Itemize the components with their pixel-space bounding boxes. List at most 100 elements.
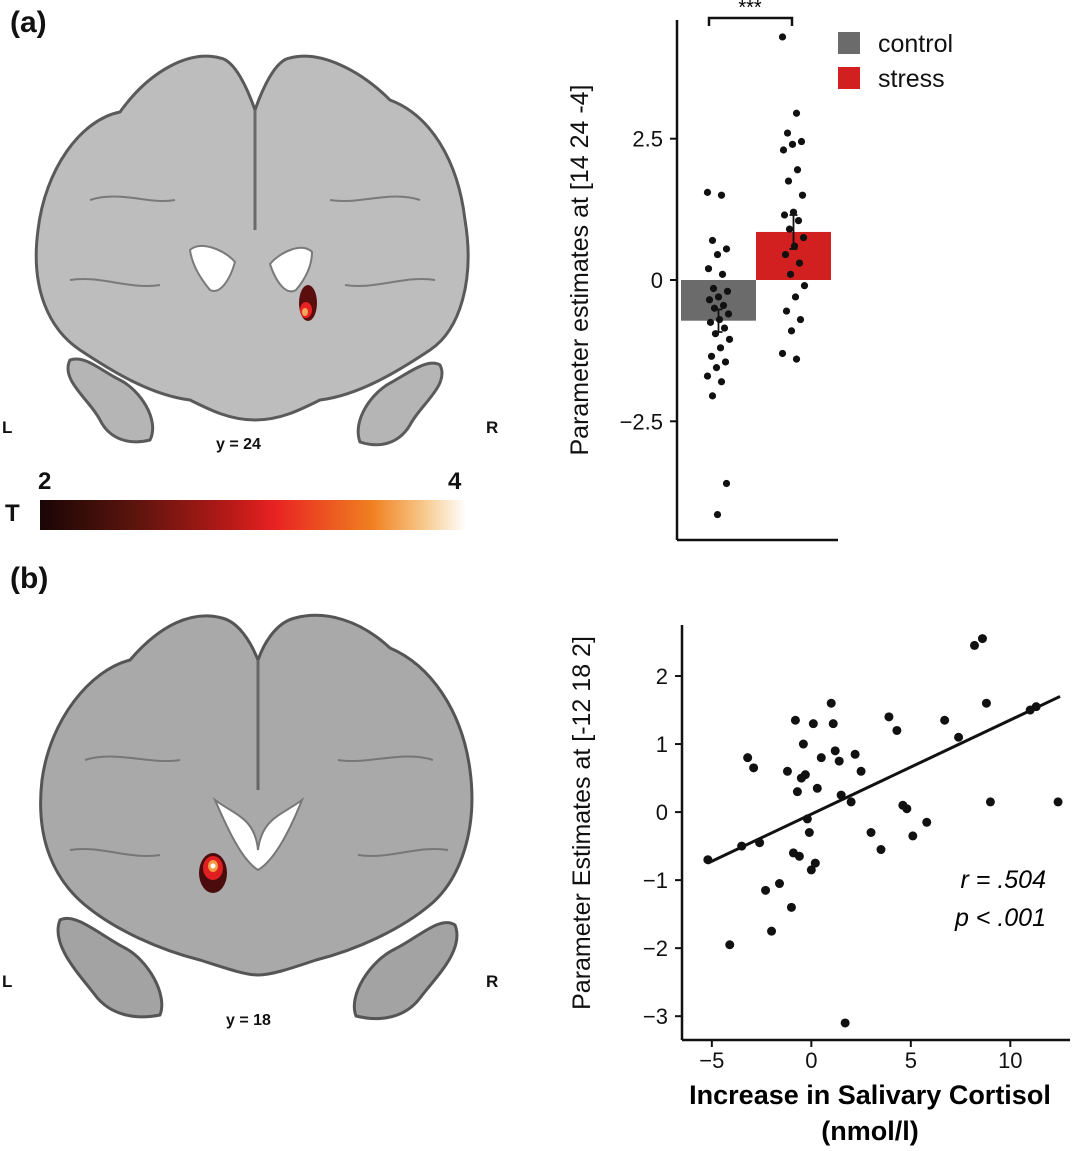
right-marker-a: R (486, 418, 499, 437)
scatter-point (884, 712, 894, 722)
activation-blob-a (299, 285, 317, 321)
scatter-point (908, 831, 918, 841)
scatter-ytick-label: −3 (643, 1004, 668, 1029)
legend-swatch-stress (838, 67, 860, 89)
scatter-xtick-label: 5 (905, 1048, 917, 1073)
scatter-point (856, 766, 866, 776)
scatter-point (782, 766, 792, 776)
scatter-ytick-label: −2 (643, 936, 668, 961)
legend-label-control: control (878, 30, 953, 58)
data-point-control (704, 265, 713, 273)
significance-bracket (707, 16, 794, 26)
scatter-point (940, 715, 950, 725)
data-point-control (705, 296, 714, 304)
data-point-control (720, 324, 729, 332)
data-point-control (721, 358, 730, 366)
correlation-p: p < .001 (954, 904, 1046, 932)
data-point-stress (794, 217, 803, 225)
data-point-control (719, 301, 728, 310)
scatter-point (761, 885, 771, 895)
scatter-ytick-label: 1 (656, 732, 668, 757)
scatter-point (786, 902, 796, 912)
scatter-point (800, 770, 810, 780)
correlation-r: r = .504 (961, 866, 1046, 894)
scatter-point (790, 715, 800, 725)
data-point-control (711, 330, 720, 338)
scatter-point (834, 756, 844, 766)
data-point-control (703, 372, 712, 380)
colorbar-title: T (5, 500, 20, 527)
data-point-stress (792, 355, 801, 363)
scatter-point (876, 845, 886, 855)
data-point-control (717, 378, 726, 386)
left-marker-a: L (2, 418, 13, 437)
bar-chart-ytick-label: −2.5 (620, 409, 663, 434)
slice-label-b: y = 18 (226, 1012, 271, 1029)
scatter-point (810, 858, 820, 868)
data-point-stress (778, 33, 787, 41)
scatter-point (846, 797, 856, 807)
bar-chart-ytick-label: 0 (651, 268, 663, 293)
data-point-stress (787, 327, 796, 335)
scatter-point (792, 787, 802, 797)
data-point-stress (779, 146, 788, 154)
data-point-stress (793, 166, 802, 174)
data-point-control (723, 287, 732, 295)
data-point-control (706, 318, 715, 326)
scatter-point (804, 828, 814, 837)
scatter-point (828, 719, 838, 729)
scatter-point (892, 725, 902, 735)
scatter-point (816, 753, 826, 763)
legend-label-stress: stress (878, 65, 945, 93)
data-point-control (722, 479, 731, 488)
scatter-ylabel: Parameter Estimates at [-12 18 2] (568, 636, 596, 1010)
data-point-stress (781, 250, 790, 259)
colorbar (40, 500, 466, 530)
scatter-xlabel-line1: Increase in Salivary Cortisol (689, 1080, 1051, 1110)
scatter-point (749, 763, 759, 773)
scatter-point (1053, 797, 1063, 807)
scatter-point (798, 739, 808, 749)
right-marker-b: R (486, 972, 499, 991)
colorbar-min-label: 2 (38, 468, 52, 495)
bar-chart-ytick-label: 2.5 (632, 127, 663, 152)
scatter-point (922, 817, 932, 827)
scatter-point (767, 926, 777, 936)
scatter-point (794, 851, 804, 861)
scatter-point (866, 828, 876, 837)
data-point-stress (799, 234, 808, 242)
brain-a-outline (34, 54, 470, 447)
data-point-stress (780, 211, 789, 219)
scatter-point (743, 753, 753, 763)
data-point-stress (792, 109, 801, 117)
data-point-control (713, 510, 722, 519)
data-point-stress (783, 129, 792, 137)
scatter-xtick-label: 0 (805, 1048, 817, 1073)
scatter-point (806, 865, 816, 875)
scatter-xtick-label: −5 (699, 1048, 724, 1073)
data-point-stress (800, 282, 809, 290)
scatter-ytick-label: 0 (656, 800, 668, 825)
data-point-control (714, 293, 723, 301)
data-point-stress (782, 307, 791, 315)
scatter-point (812, 783, 822, 793)
scatter-point (826, 698, 836, 708)
scatter-point (902, 804, 912, 814)
scatter-point (981, 698, 991, 708)
scatter-xtick-label: 10 (998, 1048, 1022, 1073)
scatter-point (969, 640, 979, 650)
data-point-stress (786, 270, 795, 278)
slice-label-a: y = 24 (216, 436, 261, 453)
data-point-control (725, 335, 734, 343)
data-point-control (703, 188, 712, 196)
bar-chart-ylabel: Parameter estimates at [14 24 -4] (566, 84, 594, 455)
data-point-control (707, 352, 716, 360)
data-point-stress (796, 315, 805, 324)
data-point-control (717, 191, 726, 199)
data-point-control (708, 392, 717, 400)
data-point-stress (784, 177, 793, 185)
scatter-point (977, 634, 987, 644)
